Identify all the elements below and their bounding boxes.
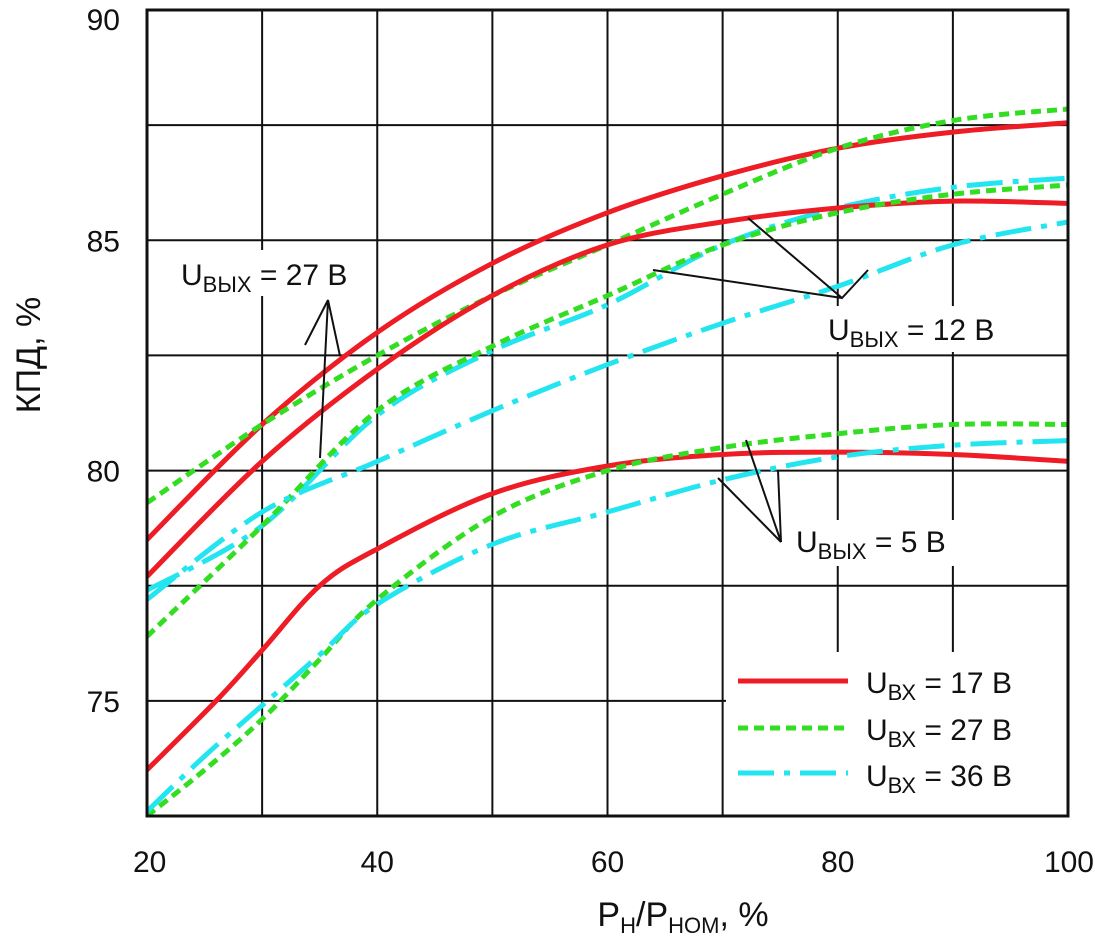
x-tick-label: 60 — [591, 846, 624, 879]
annotation-5-leader — [717, 439, 782, 543]
plot-frame — [145, 8, 1070, 818]
legend: UВХ = 17 В UВХ = 27 В UВХ = 36 В — [726, 652, 1068, 816]
series-line-1 — [147, 120, 1068, 542]
series-line-3 — [147, 175, 1068, 593]
series-line-8 — [147, 421, 1068, 816]
x-tick-label: 20 — [133, 846, 166, 879]
y-tick-label: 85 — [87, 225, 120, 258]
y-tick-label: 75 — [87, 686, 120, 719]
y-tick-label: 90 — [87, 4, 120, 37]
series-line-9 — [147, 438, 1068, 814]
legend-label-uin36: UВХ = 36 В — [866, 760, 1012, 798]
x-tick-label: 100 — [1044, 846, 1094, 879]
annotation-uout-27: UВЫХ = 27 В — [181, 259, 347, 297]
annotation-uout-5: UВЫХ = 5 В — [796, 526, 946, 564]
annotation-5-bg — [792, 520, 972, 566]
series-layer — [147, 106, 1068, 816]
y-tick-label: 80 — [87, 456, 120, 489]
annotation-27-leader — [304, 299, 341, 459]
legend-label-uin27: UВХ = 27 В — [866, 714, 1012, 752]
y-axis-title: КПД, % — [10, 297, 48, 413]
annotation-27-bg — [176, 250, 372, 296]
legend-label-uin17: UВХ = 17 В — [866, 667, 1012, 705]
x-tick-label: 80 — [821, 846, 854, 879]
series-line-4 — [147, 198, 1068, 579]
annotation-12-bg — [824, 306, 1024, 352]
grid-lines — [147, 10, 1068, 816]
x-tick-label: 40 — [361, 846, 394, 879]
x-axis-title: PН/PНОМ, % — [597, 896, 768, 938]
tick-labels: 20 40 60 80 100 75 80 85 90 — [87, 4, 1094, 879]
series-line-5 — [147, 182, 1068, 639]
series-line-6 — [147, 219, 1068, 602]
annotation-uout-12: UВЫХ = 12 В — [828, 314, 994, 352]
annotation-12-leader — [652, 217, 869, 300]
